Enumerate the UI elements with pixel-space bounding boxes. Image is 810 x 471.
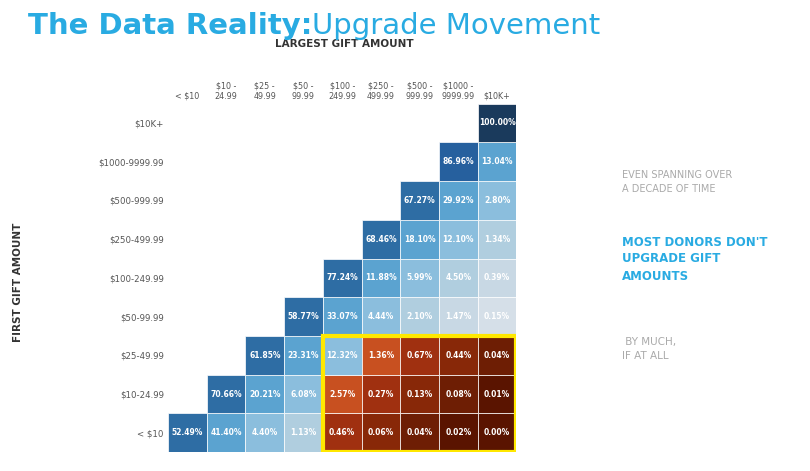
Bar: [400, 414, 439, 452]
Text: 52.49%: 52.49%: [172, 428, 203, 437]
Text: 100.00%: 100.00%: [479, 119, 515, 128]
Text: EVEN SPANNING OVER
A DECADE OF TIME: EVEN SPANNING OVER A DECADE OF TIME: [622, 170, 732, 194]
Bar: [207, 375, 245, 414]
Text: 0.67%: 0.67%: [407, 351, 433, 360]
Bar: [439, 375, 478, 414]
Text: 77.24%: 77.24%: [326, 273, 358, 283]
Bar: [439, 142, 478, 181]
Bar: [323, 297, 361, 336]
Text: 86.96%: 86.96%: [442, 157, 474, 166]
Text: 0.39%: 0.39%: [484, 273, 510, 283]
Text: 68.46%: 68.46%: [365, 235, 397, 244]
Text: 0.08%: 0.08%: [446, 390, 471, 398]
Bar: [361, 414, 400, 452]
Text: FIRST GIFT AMOUNT: FIRST GIFT AMOUNT: [13, 223, 23, 342]
Text: 23.31%: 23.31%: [288, 351, 319, 360]
Bar: [323, 259, 361, 297]
Bar: [478, 297, 517, 336]
Text: 2.57%: 2.57%: [329, 390, 356, 398]
Text: 0.44%: 0.44%: [446, 351, 471, 360]
Bar: [478, 259, 517, 297]
Bar: [400, 259, 439, 297]
Text: 58.77%: 58.77%: [288, 312, 319, 321]
Bar: [323, 414, 361, 452]
Bar: [400, 220, 439, 259]
Text: 0.04%: 0.04%: [484, 351, 510, 360]
Bar: [439, 297, 478, 336]
Bar: [323, 336, 517, 452]
Bar: [400, 336, 439, 375]
Bar: [478, 375, 517, 414]
Bar: [361, 375, 400, 414]
Text: 67.27%: 67.27%: [404, 196, 436, 205]
Text: 1.36%: 1.36%: [368, 351, 394, 360]
Text: LARGEST GIFT AMOUNT: LARGEST GIFT AMOUNT: [275, 40, 414, 49]
Text: 4.44%: 4.44%: [368, 312, 394, 321]
Bar: [439, 414, 478, 452]
Text: 0.04%: 0.04%: [407, 428, 433, 437]
Bar: [439, 220, 478, 259]
Text: 0.13%: 0.13%: [407, 390, 433, 398]
Text: 2.80%: 2.80%: [484, 196, 510, 205]
Text: 70.66%: 70.66%: [211, 390, 242, 398]
Text: 0.02%: 0.02%: [446, 428, 471, 437]
Bar: [245, 375, 284, 414]
Text: MOST DONORS DON'T
UPGRADE GIFT
AMOUNTS: MOST DONORS DON'T UPGRADE GIFT AMOUNTS: [622, 236, 768, 283]
Text: 6.08%: 6.08%: [290, 390, 317, 398]
Text: 0.27%: 0.27%: [368, 390, 394, 398]
Bar: [400, 181, 439, 220]
Bar: [207, 414, 245, 452]
Bar: [361, 259, 400, 297]
Text: 4.50%: 4.50%: [446, 273, 471, 283]
Bar: [168, 414, 207, 452]
Bar: [478, 336, 517, 375]
Bar: [478, 104, 517, 142]
Text: 20.21%: 20.21%: [249, 390, 280, 398]
Bar: [284, 375, 323, 414]
Text: 33.07%: 33.07%: [326, 312, 358, 321]
Text: 12.32%: 12.32%: [326, 351, 358, 360]
Text: 1.13%: 1.13%: [290, 428, 317, 437]
Bar: [478, 142, 517, 181]
Bar: [400, 297, 439, 336]
Bar: [361, 297, 400, 336]
Text: 0.15%: 0.15%: [484, 312, 510, 321]
Bar: [478, 181, 517, 220]
Bar: [439, 181, 478, 220]
Text: 18.10%: 18.10%: [404, 235, 436, 244]
Bar: [439, 336, 478, 375]
Text: 0.01%: 0.01%: [484, 390, 510, 398]
Text: 29.92%: 29.92%: [442, 196, 474, 205]
Text: BY MUCH,
IF AT ALL: BY MUCH, IF AT ALL: [622, 337, 676, 361]
Bar: [323, 336, 361, 375]
Text: 0.46%: 0.46%: [329, 428, 356, 437]
Bar: [361, 220, 400, 259]
Text: 2.10%: 2.10%: [407, 312, 433, 321]
Text: 41.40%: 41.40%: [211, 428, 242, 437]
Bar: [284, 414, 323, 452]
Text: 0.06%: 0.06%: [368, 428, 394, 437]
Text: 12.10%: 12.10%: [442, 235, 474, 244]
Text: 4.40%: 4.40%: [252, 428, 278, 437]
Text: 5.99%: 5.99%: [407, 273, 433, 283]
Text: 1.47%: 1.47%: [446, 312, 471, 321]
Text: 0.00%: 0.00%: [484, 428, 510, 437]
Bar: [361, 336, 400, 375]
Text: The Data Reality:: The Data Reality:: [28, 12, 313, 40]
Bar: [478, 220, 517, 259]
Bar: [284, 297, 323, 336]
Bar: [284, 336, 323, 375]
Bar: [323, 375, 361, 414]
Text: 61.85%: 61.85%: [249, 351, 280, 360]
Text: 13.04%: 13.04%: [481, 157, 513, 166]
Text: 11.88%: 11.88%: [365, 273, 397, 283]
Bar: [245, 336, 284, 375]
Text: 1.34%: 1.34%: [484, 235, 510, 244]
Bar: [245, 414, 284, 452]
Bar: [478, 414, 517, 452]
Text: Upgrade Movement: Upgrade Movement: [312, 12, 600, 40]
Bar: [439, 259, 478, 297]
Bar: [400, 375, 439, 414]
